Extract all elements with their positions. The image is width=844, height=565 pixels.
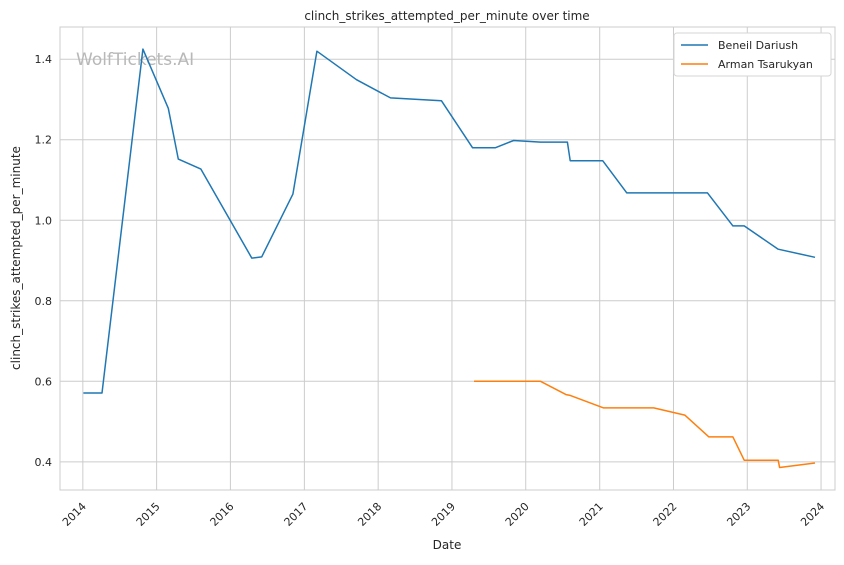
x-axis-title: Date bbox=[433, 538, 462, 552]
x-tick-labels: 2014 2015 2016 2017 2018 2019 2020 2021 2022 2023… bbox=[60, 500, 827, 529]
x-tick-label: 2016 bbox=[208, 500, 237, 529]
data-point-beneil-dariush bbox=[141, 48, 144, 51]
plot-background bbox=[60, 27, 835, 490]
data-point-beneil-dariush bbox=[389, 96, 392, 99]
y-tick-label: 1.4 bbox=[35, 53, 53, 66]
data-point-beneil-dariush bbox=[250, 257, 253, 260]
series-line-arman-tsarukyan bbox=[474, 380, 816, 469]
y-axis-title: clinch_strikes_attempted_per_minute bbox=[9, 146, 23, 370]
data-point-arman-tsarukyan bbox=[502, 380, 505, 383]
data-point-arman-tsarukyan bbox=[539, 380, 542, 383]
data-point-beneil-dariush bbox=[777, 248, 780, 251]
plot-frame bbox=[59, 26, 836, 491]
data-point-arman-tsarukyan bbox=[565, 393, 568, 396]
data-point-arman-tsarukyan bbox=[777, 459, 780, 462]
data-point-beneil-dariush bbox=[177, 158, 180, 161]
y-tick-label: 1.0 bbox=[35, 214, 53, 227]
data-point-beneil-dariush bbox=[625, 191, 628, 194]
data-point-beneil-dariush bbox=[566, 141, 569, 144]
x-tick-label: 2022 bbox=[651, 500, 680, 529]
data-point-beneil-dariush bbox=[440, 99, 443, 102]
x-tick-label: 2018 bbox=[355, 500, 384, 529]
y-tick-label: 0.6 bbox=[35, 375, 53, 388]
data-point-beneil-dariush bbox=[291, 193, 294, 196]
x-tick-label: 2023 bbox=[724, 500, 753, 529]
legend: Beneil Dariush Arman Tsarukyan bbox=[673, 32, 832, 77]
data-point-beneil-dariush bbox=[686, 191, 689, 194]
data-point-arman-tsarukyan bbox=[602, 406, 605, 409]
data-point-arman-tsarukyan bbox=[683, 414, 686, 417]
data-point-beneil-dariush bbox=[731, 224, 734, 227]
data-point-beneil-dariush bbox=[471, 146, 474, 149]
y-gridlines bbox=[60, 58, 835, 463]
data-point-beneil-dariush bbox=[101, 392, 104, 395]
data-point-arman-tsarukyan bbox=[652, 406, 655, 409]
data-point-arman-tsarukyan bbox=[731, 435, 734, 438]
legend-frame bbox=[673, 32, 832, 77]
legend-label-arman-tsarukyan: Arman Tsarukyan bbox=[718, 58, 813, 71]
data-point-beneil-dariush bbox=[743, 224, 746, 227]
watermark-text: WolfTickets.AI bbox=[76, 50, 194, 70]
x-tick-label: 2024 bbox=[798, 500, 827, 529]
x-tick-label: 2015 bbox=[134, 500, 163, 529]
data-point-beneil-dariush bbox=[601, 159, 604, 162]
data-point-arman-tsarukyan bbox=[569, 394, 572, 397]
data-point-beneil-dariush bbox=[814, 256, 817, 259]
y-tick-label: 0.4 bbox=[35, 456, 53, 469]
data-point-arman-tsarukyan bbox=[743, 459, 746, 462]
data-point-beneil-dariush bbox=[355, 78, 358, 81]
data-point-beneil-dariush bbox=[512, 139, 515, 142]
data-point-arman-tsarukyan bbox=[778, 466, 781, 469]
data-point-beneil-dariush bbox=[82, 392, 85, 395]
x-tick-label: 2021 bbox=[577, 500, 606, 529]
x-gridlines bbox=[82, 27, 822, 490]
legend-label-beneil-dariush: Beneil Dariush bbox=[718, 39, 798, 52]
data-point-beneil-dariush bbox=[539, 141, 542, 144]
chart-title: clinch_strikes_attempted_per_minute over… bbox=[304, 9, 589, 23]
data-point-beneil-dariush bbox=[167, 107, 170, 110]
data-point-beneil-dariush bbox=[199, 168, 202, 171]
x-tick-label: 2017 bbox=[282, 500, 311, 529]
data-point-beneil-dariush bbox=[260, 255, 263, 258]
series-line-beneil-dariush bbox=[83, 48, 816, 394]
x-tick-label: 2019 bbox=[429, 500, 458, 529]
data-point-beneil-dariush bbox=[569, 159, 572, 162]
data-point-arman-tsarukyan bbox=[814, 462, 817, 465]
y-tick-labels: 0.4 0.6 0.8 1.0 1.2 1.4 bbox=[35, 53, 53, 469]
data-point-beneil-dariush bbox=[494, 146, 497, 149]
series-lines bbox=[82, 48, 817, 469]
x-tick-label: 2014 bbox=[60, 500, 89, 529]
x-tick-label: 2020 bbox=[503, 500, 532, 529]
y-tick-label: 0.8 bbox=[35, 295, 53, 308]
y-tick-label: 1.2 bbox=[35, 134, 53, 147]
data-point-arman-tsarukyan bbox=[707, 435, 710, 438]
data-point-beneil-dariush bbox=[315, 50, 318, 53]
data-point-arman-tsarukyan bbox=[473, 380, 476, 383]
data-point-beneil-dariush bbox=[706, 191, 709, 194]
